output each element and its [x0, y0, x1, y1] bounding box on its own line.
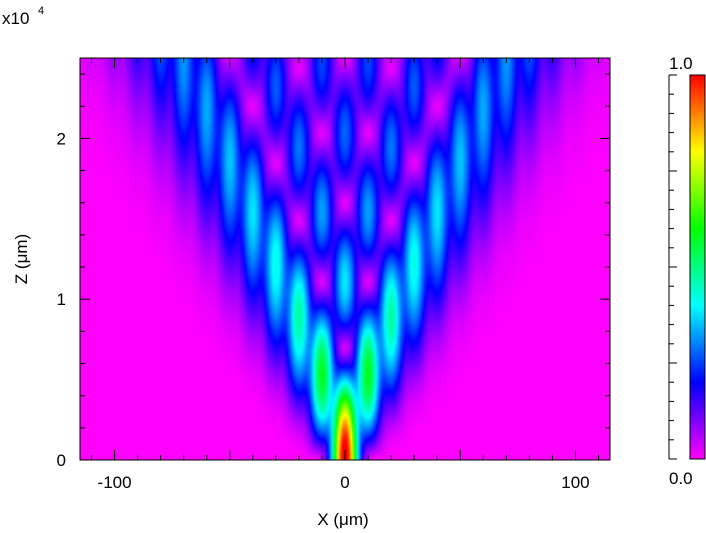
axis-ticks	[80, 58, 610, 461]
intensity-heatmap	[80, 58, 610, 460]
y-axis-label: Z (μm)	[12, 234, 31, 284]
x-axis-label: X (μm)	[317, 510, 368, 529]
y-tick-label: 2	[57, 129, 66, 148]
colorbar-ticks	[669, 74, 677, 460]
x-tick-label: 100	[561, 473, 589, 492]
y-tick-label: 1	[57, 290, 66, 309]
tick-labels: -100 0 100 0 1 2	[57, 129, 590, 492]
x-tick-label: 0	[340, 473, 349, 492]
y-exponent-power: 4	[38, 5, 44, 17]
colorbar-max-label: 1.0	[669, 54, 693, 73]
colorbar	[690, 75, 705, 459]
y-tick-label: 0	[57, 451, 66, 470]
y-exponent-label: x10	[2, 9, 29, 28]
colorbar-frame	[689, 74, 706, 460]
x-tick-label: -100	[98, 473, 132, 492]
colorbar-min-label: 0.0	[669, 469, 693, 488]
